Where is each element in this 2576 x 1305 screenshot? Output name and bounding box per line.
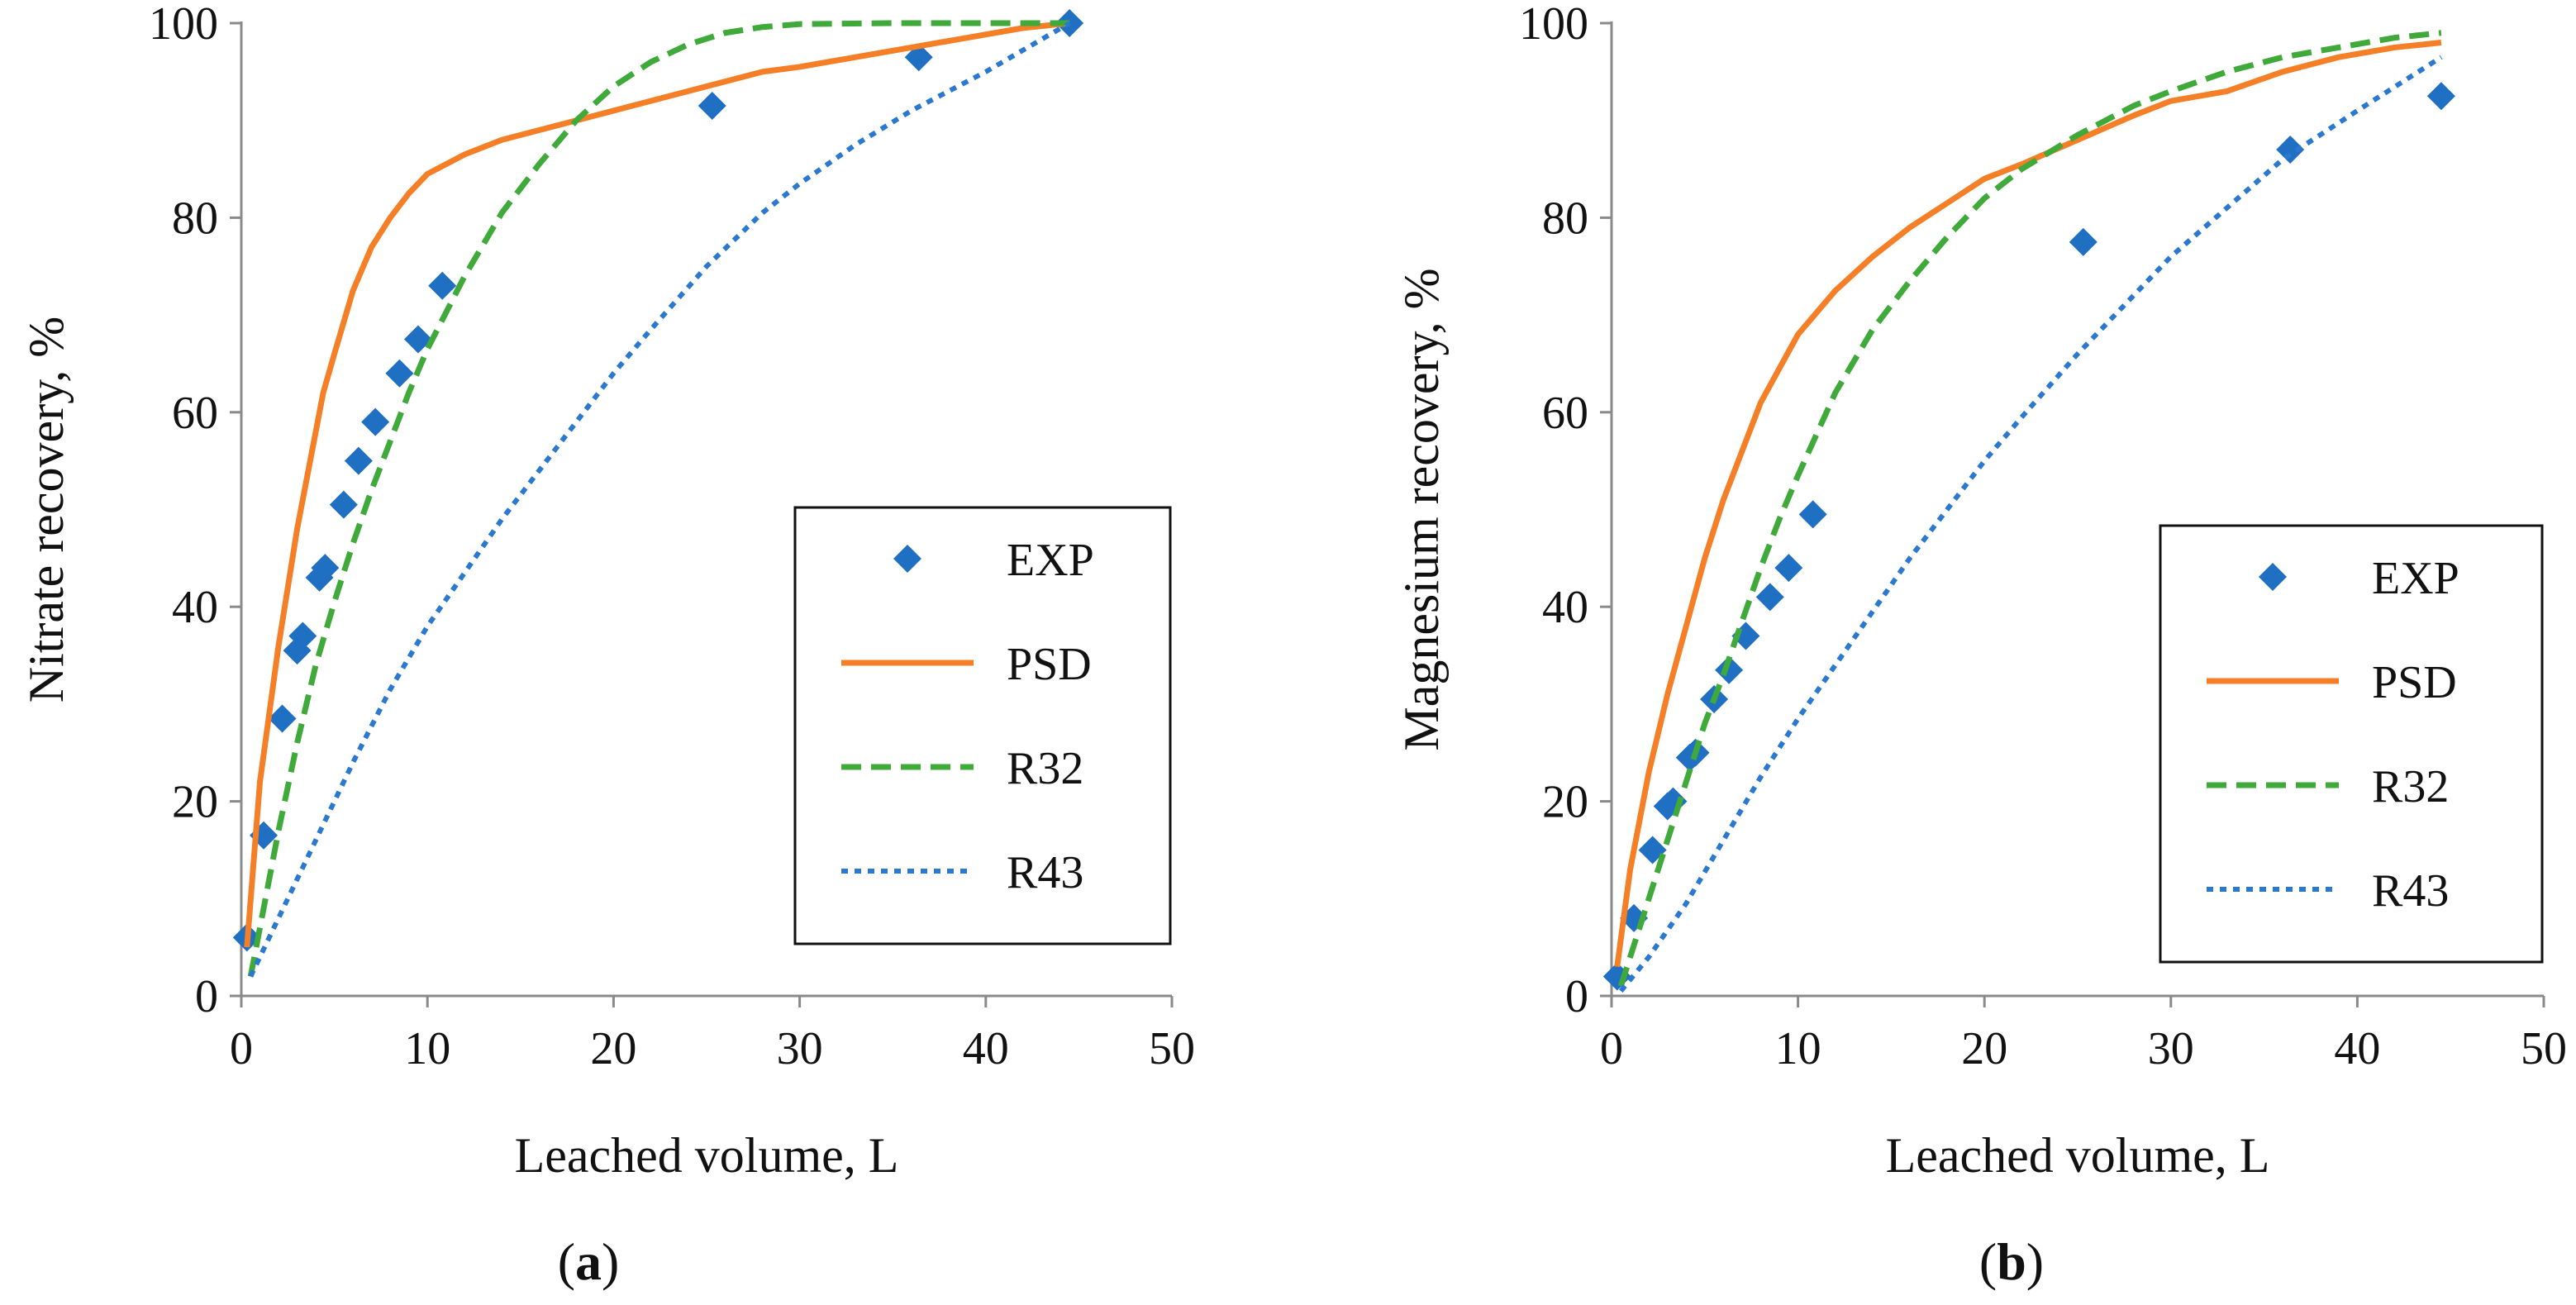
y-tick-label: 100: [149, 0, 218, 50]
x-tick-label: 10: [404, 1023, 450, 1074]
x-tick-label: 50: [1149, 1023, 1195, 1074]
x-tick-label: 0: [230, 1023, 253, 1074]
panel-a-legend-box: [793, 506, 1172, 945]
panel-a-y-axis-label: Nitrate recovery, %: [19, 317, 74, 703]
panel-a-x-axis-label: Leached volume, L: [515, 1128, 899, 1183]
panel-a-legend-exp: EXP: [1007, 535, 1094, 586]
panel-b-legend-psd: PSD: [2372, 657, 2457, 708]
panel-b-legend: EXP PSD R32 R43: [2159, 524, 2544, 964]
x-tick-label: 40: [963, 1023, 1009, 1074]
exp-data-point: [1715, 655, 1744, 684]
exp-data-point: [1755, 583, 1784, 612]
r43-curve: [1618, 55, 2443, 993]
y-tick-label: 0: [1565, 971, 1588, 1022]
x-tick-label: 30: [777, 1023, 823, 1074]
panel-a-legend-r32: R32: [1007, 743, 1083, 794]
exp-data-point: [311, 554, 340, 583]
panel-b-y-axis-label: Magnesium recovery, %: [1394, 268, 1449, 750]
x-tick-label: 40: [2334, 1023, 2380, 1074]
panel-b-legend-exp: EXP: [2372, 553, 2459, 604]
x-tick-label: 0: [1600, 1023, 1623, 1074]
exp-data-point: [2426, 82, 2455, 111]
panel-b-x-axis-label: Leached volume, L: [1886, 1128, 2270, 1183]
y-tick-label: 0: [195, 971, 218, 1022]
exp-data-point: [1774, 554, 1803, 583]
panel-a-series: [232, 9, 1084, 978]
y-tick-label: 100: [1519, 0, 1588, 50]
y-tick-label: 20: [1542, 777, 1588, 828]
x-tick-label: 50: [2521, 1023, 2567, 1074]
panel-b-legend-r43: R43: [2372, 865, 2449, 917]
legend-exp-marker: [2259, 563, 2287, 591]
panel-a-axes: 0 20 40 60 80 100 0 10 20 30 40 50: [149, 0, 1195, 1074]
r32-curve: [1617, 30, 2442, 988]
y-tick-label: 40: [172, 582, 218, 633]
legend-exp-marker: [893, 545, 921, 573]
exp-data-point: [329, 490, 358, 519]
exp-data-point: [403, 325, 432, 354]
panel-b-axes: 0 20 40 60 80 100 0 10 20 30 40 50: [1519, 0, 2567, 1074]
panel-a-legend-psd: PSD: [1007, 639, 1092, 690]
exp-data-point: [385, 359, 414, 388]
x-tick-label: 30: [2148, 1023, 2194, 1074]
panel-a-legend: EXP PSD R32 R43: [793, 506, 1172, 945]
exp-data-point: [344, 446, 373, 475]
r32-curve: [247, 20, 1070, 978]
panel-b-legend-r32: R32: [2372, 761, 2449, 812]
exp-data-point: [428, 271, 457, 300]
x-tick-label: 20: [590, 1023, 636, 1074]
exp-data-point: [1798, 500, 1827, 529]
x-tick-label: 10: [1775, 1023, 1821, 1074]
exp-data-point: [2276, 136, 2305, 164]
y-tick-label: 20: [172, 777, 218, 828]
y-tick-label: 80: [172, 193, 218, 244]
psd-curve: [1614, 40, 2442, 968]
x-tick-label: 20: [1961, 1023, 2007, 1074]
y-tick-label: 60: [1542, 388, 1588, 439]
exp-data-point: [288, 622, 317, 650]
exp-data-point: [361, 407, 390, 436]
y-tick-label: 60: [172, 388, 218, 439]
panel-a-legend-r43: R43: [1007, 847, 1083, 898]
y-tick-label: 80: [1542, 193, 1588, 244]
exp-data-point: [698, 92, 726, 121]
panel-b-series: [1602, 30, 2455, 993]
psd-curve: [244, 20, 1070, 948]
panel-b-label: (b): [1979, 1232, 2044, 1291]
panel-a-label: (a): [558, 1232, 620, 1291]
panel-b-legend-box: [2159, 524, 2544, 964]
exp-data-point: [268, 704, 297, 733]
y-tick-label: 40: [1542, 582, 1588, 633]
exp-data-point: [2069, 227, 2097, 256]
